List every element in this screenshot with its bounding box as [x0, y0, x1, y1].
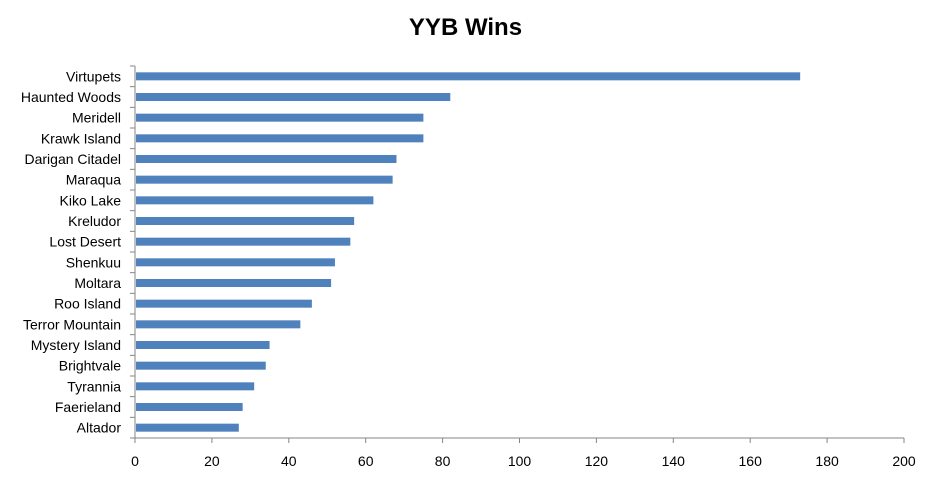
x-tick-label: 140: [662, 453, 686, 469]
x-tick-label: 60: [358, 453, 374, 469]
category-label: Meridell: [72, 110, 121, 126]
chart-title: YYB Wins: [408, 14, 523, 41]
category-label: Roo Island: [54, 296, 121, 312]
category-label: Krawk Island: [41, 130, 121, 146]
x-tick-label: 20: [204, 453, 220, 469]
category-label: Mystery Island: [31, 337, 121, 353]
category-label: Tyrannia: [67, 378, 121, 394]
bar: [136, 93, 451, 101]
category-label: Brightvale: [59, 358, 121, 374]
x-tick-label: 80: [435, 453, 451, 469]
bar: [136, 72, 801, 81]
x-tick-label: 160: [739, 453, 763, 469]
bar: [136, 299, 312, 308]
bar: [136, 403, 243, 411]
x-tick-label: 180: [815, 453, 839, 469]
x-tick-label: 200: [892, 453, 916, 469]
bar: [136, 279, 332, 287]
bar: [136, 423, 239, 432]
x-tick-label: 40: [281, 453, 297, 469]
category-label: Kreludor: [68, 213, 121, 229]
category-label: Faerieland: [55, 399, 121, 415]
category-label: Terror Mountain: [23, 316, 121, 332]
x-tick-label: 120: [585, 453, 609, 469]
bar: [136, 320, 301, 329]
bar: [136, 237, 351, 246]
category-label: Lost Desert: [49, 234, 121, 250]
category-label: Moltara: [74, 275, 121, 291]
bar: [136, 217, 355, 225]
category-label: Kiko Lake: [60, 192, 122, 208]
category-label: Darigan Citadel: [25, 151, 122, 167]
bar: [136, 175, 393, 184]
bar: [136, 382, 255, 391]
category-label: Haunted Woods: [21, 89, 121, 105]
bar: [136, 361, 266, 370]
bar: [136, 258, 335, 267]
x-tick-label: 100: [508, 453, 532, 469]
category-label: Shenkuu: [66, 254, 121, 270]
bar: [136, 113, 424, 122]
x-tick-label: 0: [131, 453, 139, 469]
category-label: Altador: [77, 420, 122, 436]
bar: [136, 341, 270, 349]
category-label: Virtupets: [66, 68, 121, 84]
bar: [136, 155, 397, 163]
category-label: Maraqua: [66, 172, 121, 188]
bar: [136, 196, 374, 205]
bar: [136, 134, 424, 143]
